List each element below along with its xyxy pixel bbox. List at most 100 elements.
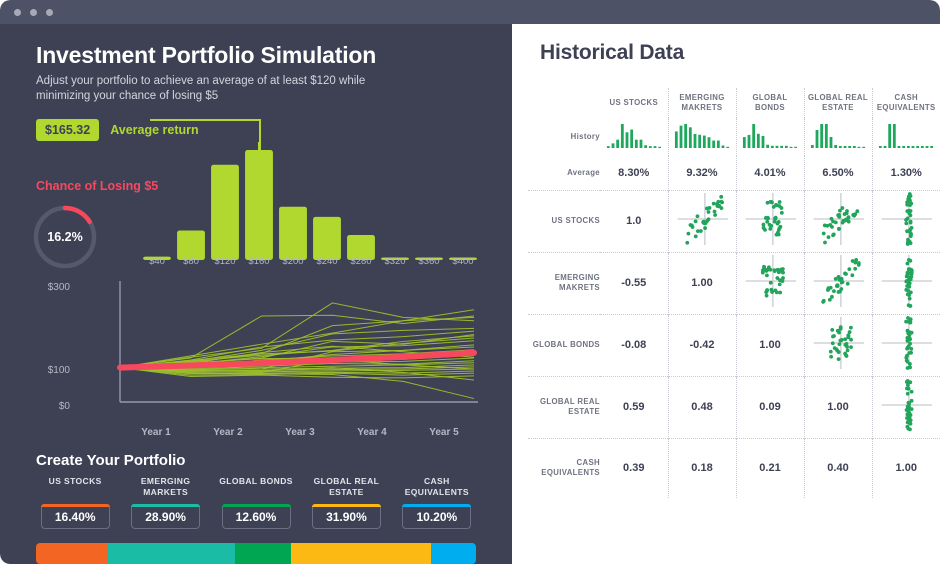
allocation-column: US STOCKS 16.40% — [30, 476, 120, 529]
average-connector-horizontal — [150, 119, 261, 121]
correlation-scatter — [871, 375, 940, 438]
allocation-asset-name: EMERGING MARKETS — [140, 476, 191, 497]
page-title: Investment Portfolio Simulation — [36, 42, 377, 68]
allocation-input-0[interactable]: 16.40% — [40, 504, 110, 529]
histogram-bin-label: $320 — [384, 256, 406, 267]
correlation-scatter — [735, 189, 804, 252]
correlation-scatter — [871, 313, 940, 376]
allocation-bar-segment[interactable] — [36, 543, 109, 564]
allocation-percent-value: 16.40% — [54, 509, 96, 524]
allocation-column: GLOBAL BONDS 12.60% — [211, 476, 301, 529]
correlation-value: 0.18 — [667, 437, 736, 498]
matrix-column-header: US STOCKS — [609, 98, 658, 107]
line-chart-ylabel-0: $0 — [58, 401, 70, 412]
correlation-scatter — [803, 313, 872, 376]
allocation-percent-value: 10.20% — [416, 509, 458, 524]
allocation-bar-segment[interactable] — [290, 543, 432, 564]
allocation-percent-value: 12.60% — [235, 509, 277, 524]
correlation-value: 0.09 — [735, 375, 804, 438]
correlation-scatter — [735, 251, 804, 314]
correlation-scatter — [871, 251, 940, 314]
allocation-asset-name: US STOCKS — [48, 476, 102, 486]
chance-gauge-percent: 16.2% — [47, 230, 83, 244]
correlation-value: 1.00 — [803, 375, 872, 438]
correlation-scatter — [803, 251, 872, 314]
average-return-value: $165.32 — [36, 119, 100, 141]
allocation-percent-value: 31.90% — [326, 509, 367, 524]
average-value: 9.32% — [667, 156, 736, 190]
correlation-value: -0.55 — [600, 251, 668, 314]
allocation-asset-name: GLOBAL REAL ESTATE — [313, 476, 380, 497]
line-chart-ylabel-300: $300 — [47, 282, 70, 293]
histogram-bin-label: $160 — [248, 256, 270, 267]
history-sparkline — [803, 118, 872, 156]
line-chart-xlabel: Year 3 — [285, 427, 315, 438]
histogram-bin-label: $200 — [282, 256, 304, 267]
allocation-column: CASH EQUIVALENTS 10.20% — [392, 476, 482, 529]
allocation-asset-name: CASH EQUIVALENTS — [404, 476, 469, 497]
allocation-accent-bar — [311, 504, 381, 507]
allocation-input-1[interactable]: 28.90% — [131, 504, 201, 529]
correlation-value: -0.08 — [600, 313, 668, 376]
histogram-bin-label: $360 — [418, 256, 440, 267]
correlation-scatter — [667, 189, 736, 252]
allocation-column: EMERGING MARKETS 28.90% — [120, 476, 210, 529]
matrix-row: US STOCKS 1.0 — [528, 189, 940, 252]
line-chart-xlabel: Year 1 — [141, 427, 171, 438]
return-histogram — [143, 142, 477, 260]
line-chart-xlabel: Year 5 — [429, 427, 459, 438]
allocation-stacked-bar[interactable] — [36, 543, 476, 564]
correlation-scatter — [803, 189, 872, 252]
matrix-row: CASH EQUIVALENTS 0.39 0.18 0.21 0.40 1.00 — [528, 437, 940, 498]
matrix-header-row: US STOCKS EMERGING MAKRETS GLOBAL BONDS GLO… — [528, 88, 940, 118]
allocation-column: GLOBAL REAL ESTATE 31.90% — [301, 476, 391, 529]
correlation-value: 1.00 — [735, 313, 804, 376]
chance-of-losing-label: Chance of Losing $5 — [36, 179, 159, 193]
window-close-dot[interactable] — [46, 9, 53, 16]
histogram-axis-labels: $40 $80 $120 $160 $200 $240 $280 $320 $360 $400 — [140, 256, 480, 267]
window-minimize-dot[interactable] — [14, 9, 21, 16]
matrix-row-label: EMERGING MAKRETS — [528, 251, 600, 314]
matrix-column-header: EMERGING MAKRETS — [667, 88, 736, 118]
average-return-label: Average return — [110, 123, 199, 137]
histogram-bin-label: $240 — [316, 256, 338, 267]
correlation-value: 0.40 — [803, 437, 872, 498]
simulation-panel: Investment Portfolio Simulation Adjust y… — [0, 24, 512, 564]
allocation-accent-bar — [40, 504, 110, 507]
correlation-value: 0.39 — [600, 437, 668, 498]
allocation-input-4[interactable]: 10.20% — [402, 504, 472, 529]
matrix-row-label: US STOCKS — [528, 189, 600, 252]
allocation-bar-segment[interactable] — [431, 543, 476, 564]
window-maximize-dot[interactable] — [30, 9, 37, 16]
correlation-value: 0.21 — [735, 437, 804, 498]
correlation-scatter — [871, 189, 940, 252]
average-row: Average 8.30% 9.32% 4.01% 6.50% 1.30% — [528, 156, 940, 190]
matrix-row-label: CASH EQUIVALENTS — [528, 437, 600, 498]
matrix-row-label: GLOBAL BONDS — [528, 313, 600, 376]
matrix-corner-cell — [528, 88, 600, 118]
average-connector-vertical — [259, 119, 261, 152]
chance-gauge — [33, 205, 97, 269]
average-value: 6.50% — [803, 156, 872, 190]
history-sparkline — [600, 118, 668, 156]
correlation-value: -0.42 — [667, 313, 736, 376]
average-value: 8.30% — [618, 166, 650, 179]
portfolio-section-title: Create Your Portfolio — [36, 452, 186, 469]
histogram-bin-label: $40 — [149, 256, 165, 267]
history-sparkline — [667, 118, 736, 156]
allocation-input-3[interactable]: 31.90% — [311, 504, 381, 529]
correlation-value: 1.00 — [871, 437, 940, 498]
histogram-bin-label: $280 — [350, 256, 372, 267]
matrix-column-header: GLOBAL REAL ESTATE — [803, 88, 872, 118]
average-row-label: Average — [567, 167, 600, 177]
allocation-bar-segment[interactable] — [235, 543, 291, 564]
allocation-asset-name: GLOBAL BONDS — [219, 476, 293, 486]
matrix-row: GLOBAL REAL ESTATE 0.59 0.48 0.09 1.00 — [528, 375, 940, 438]
allocation-inputs: US STOCKS 16.40% EMERGING MARKETS 28.90% GLO… — [30, 476, 482, 529]
history-sparkline — [871, 118, 940, 156]
matrix-row-label: GLOBAL REAL ESTATE — [528, 375, 600, 438]
allocation-input-2[interactable]: 12.60% — [221, 504, 291, 529]
matrix-column-header: GLOBAL BONDS — [735, 88, 804, 118]
allocation-bar-segment[interactable] — [108, 543, 236, 564]
